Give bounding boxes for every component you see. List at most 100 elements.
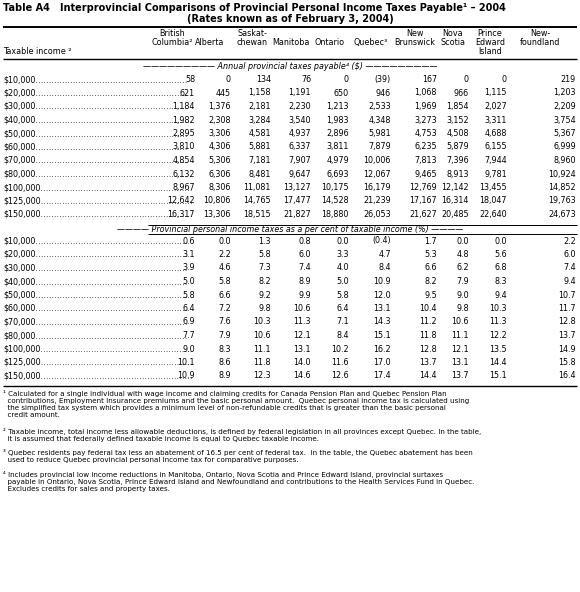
Text: 12.6: 12.6: [331, 372, 349, 381]
Text: foundland: foundland: [520, 38, 560, 47]
Text: $60,000…………………………………………………: $60,000…………………………………………………: [3, 143, 187, 152]
Text: 4.7: 4.7: [378, 250, 391, 259]
Text: 6.4: 6.4: [183, 304, 195, 313]
Text: 8.6: 8.6: [219, 358, 231, 367]
Text: 0.0: 0.0: [456, 236, 469, 246]
Text: 7,879: 7,879: [368, 143, 391, 152]
Text: $70,000…………………………………………………: $70,000…………………………………………………: [3, 156, 187, 165]
Text: 2.2: 2.2: [563, 236, 576, 246]
Text: 76: 76: [301, 75, 311, 84]
Text: 9.4: 9.4: [494, 291, 507, 300]
Text: 16.4: 16.4: [559, 372, 576, 381]
Text: Columbia²: Columbia²: [151, 38, 193, 47]
Text: 1,982: 1,982: [172, 115, 195, 124]
Text: 10,175: 10,175: [321, 183, 349, 192]
Text: 14.9: 14.9: [559, 345, 576, 353]
Text: 12,142: 12,142: [441, 183, 469, 192]
Text: 6.0: 6.0: [564, 250, 576, 259]
Text: 8,306: 8,306: [209, 183, 231, 192]
Text: 7.7: 7.7: [182, 331, 195, 340]
Text: 6.6: 6.6: [425, 263, 437, 272]
Text: 1.7: 1.7: [425, 236, 437, 246]
Text: 9.2: 9.2: [258, 291, 271, 300]
Text: 4,306: 4,306: [209, 143, 231, 152]
Text: 2,181: 2,181: [248, 102, 271, 111]
Text: 1.3: 1.3: [259, 236, 271, 246]
Text: 9,647: 9,647: [288, 169, 311, 179]
Text: $100,000…………………………………………………: $100,000…………………………………………………: [3, 345, 193, 353]
Text: 11.1: 11.1: [451, 331, 469, 340]
Text: 11.6: 11.6: [332, 358, 349, 367]
Text: Alberta: Alberta: [195, 38, 224, 47]
Text: 5.8: 5.8: [182, 291, 195, 300]
Text: Nova: Nova: [443, 29, 463, 38]
Text: $10,000…………………………………………………: $10,000…………………………………………………: [3, 236, 187, 246]
Text: 3.9: 3.9: [182, 263, 195, 272]
Text: 0.0: 0.0: [495, 236, 507, 246]
Text: 5.8: 5.8: [258, 250, 271, 259]
Text: 5,306: 5,306: [208, 156, 231, 165]
Text: $20,000…………………………………………………: $20,000…………………………………………………: [3, 250, 187, 259]
Text: 3,810: 3,810: [173, 143, 195, 152]
Text: 3.1: 3.1: [183, 250, 195, 259]
Text: 5.3: 5.3: [425, 250, 437, 259]
Text: 10.6: 10.6: [293, 304, 311, 313]
Text: 9.0: 9.0: [182, 345, 195, 353]
Text: 12.1: 12.1: [293, 331, 311, 340]
Text: 13.1: 13.1: [451, 358, 469, 367]
Text: 2,308: 2,308: [208, 115, 231, 124]
Text: 18,515: 18,515: [244, 210, 271, 219]
Text: 10,806: 10,806: [204, 197, 231, 205]
Text: 8,481: 8,481: [249, 169, 271, 179]
Text: 0: 0: [464, 75, 469, 84]
Text: Island: Island: [478, 47, 502, 56]
Text: 11.8: 11.8: [253, 358, 271, 367]
Text: 4,854: 4,854: [172, 156, 195, 165]
Text: 7,181: 7,181: [248, 156, 271, 165]
Text: 13.7: 13.7: [451, 372, 469, 381]
Text: 1,184: 1,184: [173, 102, 195, 111]
Text: 14,528: 14,528: [321, 197, 349, 205]
Text: 17.0: 17.0: [374, 358, 391, 367]
Text: 11.2: 11.2: [419, 317, 437, 327]
Text: 5,367: 5,367: [553, 129, 576, 138]
Text: 10.2: 10.2: [331, 345, 349, 353]
Text: ¹ Calculated for a single individual with wage income and claiming credits for C: ¹ Calculated for a single individual wit…: [3, 390, 469, 418]
Text: 14,765: 14,765: [244, 197, 271, 205]
Text: 650: 650: [334, 88, 349, 98]
Text: $30,000…………………………………………………: $30,000…………………………………………………: [3, 263, 187, 272]
Text: 12.3: 12.3: [253, 372, 271, 381]
Text: 5.8: 5.8: [219, 277, 231, 286]
Text: 8.3: 8.3: [495, 277, 507, 286]
Text: 15.1: 15.1: [490, 372, 507, 381]
Text: 13.1: 13.1: [293, 345, 311, 353]
Text: British: British: [159, 29, 185, 38]
Text: 24,673: 24,673: [548, 210, 576, 219]
Text: 14.4: 14.4: [490, 358, 507, 367]
Text: 6,132: 6,132: [172, 169, 195, 179]
Text: 10.6: 10.6: [451, 317, 469, 327]
Text: 7.6: 7.6: [219, 317, 231, 327]
Text: 4,348: 4,348: [369, 115, 391, 124]
Text: 58: 58: [185, 75, 195, 84]
Text: 2,895: 2,895: [172, 129, 195, 138]
Text: 10.4: 10.4: [419, 304, 437, 313]
Text: 4,581: 4,581: [248, 129, 271, 138]
Text: 6,306: 6,306: [209, 169, 231, 179]
Text: 5.6: 5.6: [494, 250, 507, 259]
Text: 6.8: 6.8: [495, 263, 507, 272]
Text: New: New: [407, 29, 423, 38]
Text: 8.9: 8.9: [219, 372, 231, 381]
Text: 4,979: 4,979: [326, 156, 349, 165]
Text: Manitoba: Manitoba: [273, 38, 310, 47]
Text: 1,983: 1,983: [327, 115, 349, 124]
Text: 3,306: 3,306: [209, 129, 231, 138]
Text: Table A4   Interprovincial Comparisons of Provincial Personal Income Taxes Payab: Table A4 Interprovincial Comparisons of …: [3, 3, 506, 13]
Text: 0: 0: [226, 75, 231, 84]
Text: 10.6: 10.6: [253, 331, 271, 340]
Text: 9.0: 9.0: [456, 291, 469, 300]
Text: 8.4: 8.4: [336, 331, 349, 340]
Text: 11,081: 11,081: [244, 183, 271, 192]
Text: 8.4: 8.4: [379, 263, 391, 272]
Text: 4,753: 4,753: [414, 129, 437, 138]
